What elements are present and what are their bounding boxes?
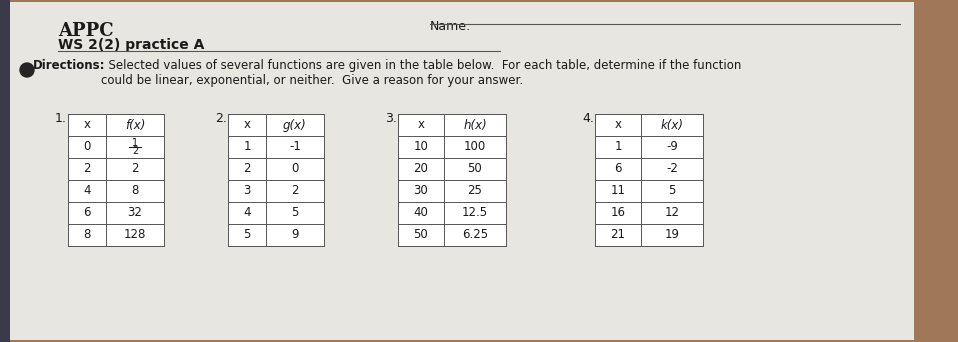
Text: Selected values of several functions are given in the table below.  For each tab: Selected values of several functions are… — [101, 59, 741, 87]
Text: 21: 21 — [610, 228, 626, 241]
Text: 3.: 3. — [385, 112, 397, 125]
FancyBboxPatch shape — [68, 114, 164, 246]
Text: 2: 2 — [132, 146, 138, 156]
Text: 50: 50 — [414, 228, 428, 241]
Text: Name:: Name: — [430, 20, 471, 33]
Text: 50: 50 — [468, 162, 483, 175]
Text: 11: 11 — [610, 184, 626, 197]
Text: 30: 30 — [414, 184, 428, 197]
Text: 5: 5 — [669, 184, 675, 197]
Text: WS 2(2) practice A: WS 2(2) practice A — [58, 38, 204, 52]
Text: x: x — [418, 118, 424, 132]
Text: k(x): k(x) — [660, 118, 683, 132]
Text: 6: 6 — [83, 207, 91, 220]
Text: 2: 2 — [83, 162, 91, 175]
Text: 4.: 4. — [582, 112, 594, 125]
FancyBboxPatch shape — [228, 114, 324, 246]
Text: 16: 16 — [610, 207, 626, 220]
Text: APPC: APPC — [58, 22, 114, 40]
FancyBboxPatch shape — [4, 2, 914, 340]
Text: 32: 32 — [127, 207, 143, 220]
FancyBboxPatch shape — [595, 114, 703, 246]
Text: 12.5: 12.5 — [462, 207, 488, 220]
Text: 1: 1 — [243, 141, 251, 154]
Text: 0: 0 — [291, 162, 299, 175]
Text: 1.: 1. — [55, 112, 67, 125]
Text: 128: 128 — [124, 228, 147, 241]
Text: x: x — [614, 118, 622, 132]
Text: -2: -2 — [666, 162, 678, 175]
Text: -1: -1 — [289, 141, 301, 154]
Text: 100: 100 — [464, 141, 486, 154]
FancyBboxPatch shape — [0, 0, 10, 342]
Text: 6.25: 6.25 — [462, 228, 488, 241]
Text: 19: 19 — [665, 228, 679, 241]
Text: 5: 5 — [243, 228, 251, 241]
Text: 9: 9 — [291, 228, 299, 241]
Text: 8: 8 — [131, 184, 139, 197]
Text: x: x — [83, 118, 90, 132]
Text: h(x): h(x) — [463, 118, 487, 132]
Text: 2: 2 — [243, 162, 251, 175]
Text: 5: 5 — [291, 207, 299, 220]
Text: 4: 4 — [83, 184, 91, 197]
Text: 2: 2 — [131, 162, 139, 175]
Text: g(x): g(x) — [284, 118, 307, 132]
Text: 2.: 2. — [215, 112, 227, 125]
Text: Directions:: Directions: — [33, 59, 105, 72]
Text: 8: 8 — [83, 228, 91, 241]
Text: -9: -9 — [666, 141, 678, 154]
Text: x: x — [243, 118, 250, 132]
Text: 20: 20 — [414, 162, 428, 175]
Text: 3: 3 — [243, 184, 251, 197]
Text: f(x): f(x) — [125, 118, 146, 132]
FancyBboxPatch shape — [398, 114, 506, 246]
Text: 12: 12 — [665, 207, 679, 220]
Text: 0: 0 — [83, 141, 91, 154]
Text: 1: 1 — [614, 141, 622, 154]
Text: 25: 25 — [468, 184, 483, 197]
Text: 6: 6 — [614, 162, 622, 175]
Circle shape — [20, 63, 34, 77]
Text: 4: 4 — [243, 207, 251, 220]
Text: 2: 2 — [291, 184, 299, 197]
Text: 1: 1 — [132, 138, 138, 148]
Text: 40: 40 — [414, 207, 428, 220]
Text: 10: 10 — [414, 141, 428, 154]
